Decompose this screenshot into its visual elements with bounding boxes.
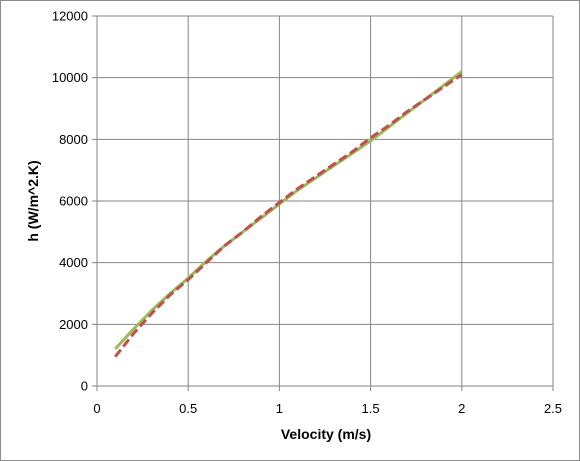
x-tick-label: 1.5: [362, 401, 380, 416]
x-tick-label: 0: [93, 401, 100, 416]
x-tick-labels: 0 0.5 1 1.5 2 2.5: [93, 401, 562, 416]
y-tick-label: 0: [81, 379, 88, 394]
x-axis-title: Velocity (m/s): [281, 426, 371, 442]
y-tick-label: 10000: [52, 70, 88, 85]
y-tick-label: 8000: [59, 132, 88, 147]
series-solid-line: [114, 70, 463, 351]
y-tick-label: 2000: [59, 317, 88, 332]
x-tick-label: 2: [458, 401, 465, 416]
y-tick-label: 6000: [59, 194, 88, 209]
x-tick-label: 0.5: [179, 401, 197, 416]
y-axis-title: h (W/m^2.K): [25, 160, 41, 241]
series-dashed-line: [114, 73, 463, 358]
y-tick-label: 12000: [52, 9, 88, 24]
x-tick-label: 2.5: [544, 401, 562, 416]
series-lines: [114, 70, 463, 358]
plot-axes: [92, 15, 554, 391]
y-tick-labels: 0 2000 4000 6000 8000 10000 12000: [52, 9, 88, 394]
y-tick-label: 4000: [59, 255, 88, 270]
grid-lines: [97, 15, 554, 386]
x-tick-label: 1: [276, 401, 283, 416]
